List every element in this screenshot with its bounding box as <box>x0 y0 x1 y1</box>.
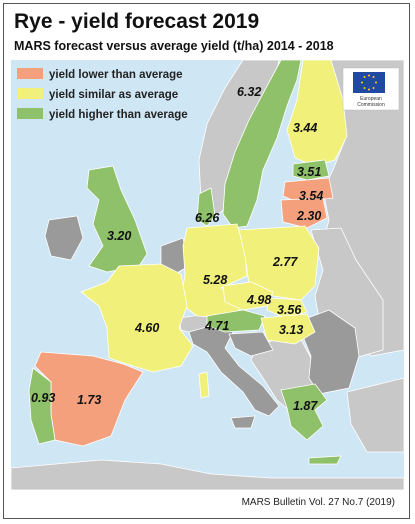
netherlands-belgium <box>160 237 190 275</box>
region-czechia <box>222 281 274 311</box>
value-austria: 4.71 <box>204 319 229 333</box>
legend-swatch-higher <box>17 108 43 119</box>
value-latvia: 3.54 <box>299 189 323 203</box>
eu-flag-icon <box>353 72 385 93</box>
region-austria <box>206 309 266 333</box>
value-portugal: 0.93 <box>31 391 55 405</box>
legend-label-higher: yield higher than average <box>49 109 188 121</box>
value-uk: 3.20 <box>107 229 131 243</box>
value-slovakia: 3.56 <box>277 303 302 317</box>
value-czechia: 4.98 <box>246 293 271 307</box>
region-france <box>80 263 194 373</box>
legend-swatch-lower <box>17 68 43 79</box>
europe-map: yield lower than average yield similar a… <box>11 60 404 490</box>
logo-line1: European <box>360 96 382 102</box>
value-finland: 3.44 <box>293 121 317 135</box>
value-sweden: 6.32 <box>237 85 261 99</box>
region-hungary <box>260 313 316 345</box>
region-lithuania <box>280 197 328 229</box>
region-sweden <box>222 60 302 229</box>
value-lithuania: 2.30 <box>296 209 321 223</box>
region-spain <box>34 351 144 447</box>
crete <box>308 455 342 465</box>
region-greece <box>280 383 328 441</box>
value-estonia: 3.51 <box>297 165 321 179</box>
map-frame: Rye - yield forecast 2019 MARS forecast … <box>3 3 410 519</box>
legend-label-similar: yield similar as average <box>49 89 178 101</box>
turkey <box>346 377 404 453</box>
region-uk <box>86 165 148 273</box>
sardinia <box>198 371 210 399</box>
region-denmark <box>196 187 216 227</box>
footer-citation: MARS Bulletin Vol. 27 No.7 (2019) <box>241 497 395 508</box>
value-france: 4.60 <box>134 321 159 335</box>
legend: yield lower than average yield similar a… <box>17 68 188 121</box>
value-spain: 1.73 <box>77 393 101 407</box>
region-portugal <box>28 367 56 445</box>
ireland <box>44 215 84 261</box>
map-subtitle: MARS forecast versus average yield (t/ha… <box>14 39 334 53</box>
north-africa <box>11 459 404 490</box>
value-hungary: 3.13 <box>279 323 303 337</box>
region-estonia <box>292 159 330 181</box>
legend-swatch-similar <box>17 88 43 99</box>
legend-label-lower: yield lower than average <box>49 69 183 81</box>
value-denmark: 6.26 <box>195 211 220 225</box>
value-greece: 1.87 <box>293 399 318 413</box>
slovenia-croatia <box>228 331 274 357</box>
value-poland: 2.77 <box>272 255 298 269</box>
value-germany: 5.28 <box>203 273 227 287</box>
european-commission-logo: European Commission <box>342 67 400 111</box>
sicily <box>230 415 256 429</box>
map-title: Rye - yield forecast 2019 <box>14 10 260 33</box>
logo-line2: Commission <box>357 102 385 108</box>
